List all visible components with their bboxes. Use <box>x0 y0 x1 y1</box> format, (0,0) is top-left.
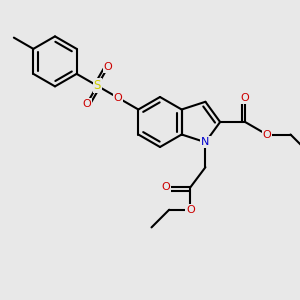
Text: S: S <box>94 79 101 92</box>
Text: O: O <box>262 130 271 140</box>
Text: O: O <box>113 93 122 103</box>
Text: O: O <box>186 205 195 215</box>
Text: O: O <box>161 182 170 192</box>
Text: O: O <box>82 99 91 109</box>
Text: O: O <box>241 93 250 103</box>
Text: N: N <box>201 137 210 147</box>
Text: O: O <box>103 62 112 72</box>
